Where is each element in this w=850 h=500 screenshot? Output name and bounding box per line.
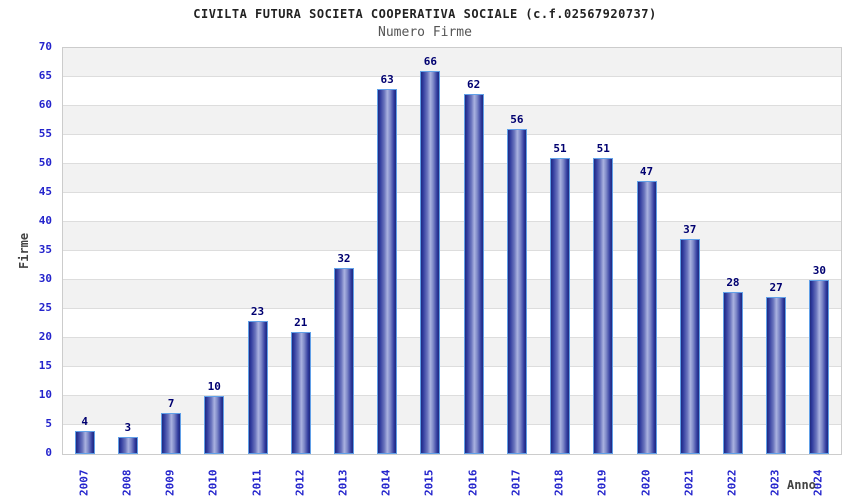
- bar-value-label-2015: 66: [423, 55, 437, 68]
- chart-title: CIVILTA FUTURA SOCIETA COOPERATIVA SOCIA…: [193, 7, 657, 21]
- bar-2013: [333, 268, 354, 454]
- y-tick-label-15: 15: [38, 359, 52, 372]
- x-tick-label-2020: 2020: [639, 469, 652, 497]
- x-tick-label-2009: 2009: [163, 469, 177, 497]
- bar-2008: [117, 437, 138, 454]
- x-tick-label-2007: 2007: [77, 469, 91, 497]
- grid-band-15-20: [63, 338, 841, 367]
- x-tick-label-2010: 2010: [206, 469, 220, 497]
- bar-value-label-2024: 30: [812, 264, 826, 277]
- bar-value-label-2020: 47: [639, 165, 654, 178]
- bar-2007: [74, 431, 95, 454]
- bar-value-label-2010: 10: [207, 380, 221, 393]
- x-tick-label-2017: 2017: [509, 469, 523, 497]
- bar-2015: [420, 71, 441, 454]
- bar-value-label-2012: 21: [294, 316, 308, 329]
- bar-value-label-2008: 3: [124, 421, 132, 434]
- y-tick-label-50: 50: [38, 156, 52, 169]
- x-tick-label-2012: 2012: [293, 469, 307, 497]
- bars-layer: 4 3 7 10 23 21 32 63 66 62 56 51 51 47 37 28 27 30: [63, 48, 841, 454]
- y-tick-label-20: 20: [38, 330, 52, 343]
- x-tick-label-2015: 2015: [422, 469, 436, 497]
- grid-band-50-55: [63, 135, 841, 164]
- grid-band-60-65: [63, 77, 841, 106]
- x-tick-label-2014: 2014: [379, 469, 393, 497]
- grid-band-30-35: [63, 251, 841, 280]
- grid-band-55-60: [63, 106, 841, 135]
- y-tick-label-65: 65: [38, 69, 52, 82]
- grid-band-10-15: [63, 367, 841, 396]
- y-tick-label-55: 55: [38, 127, 52, 140]
- bar-2014: [377, 89, 398, 454]
- bar-2024: [809, 280, 830, 454]
- grid-band-40-45: [63, 193, 841, 222]
- y-tick-label-5: 5: [45, 417, 52, 430]
- y-tick-label-45: 45: [38, 185, 52, 198]
- bar-2009: [161, 413, 182, 454]
- bar-2022: [722, 292, 743, 454]
- bar-2020: [636, 181, 657, 454]
- bar-value-label-2014: 63: [380, 73, 394, 86]
- bar-value-label-2007: 4: [81, 415, 88, 428]
- grid-band-65-70: [63, 48, 841, 77]
- x-tick-label-2016: 2016: [466, 469, 480, 497]
- y-tick-label-70: 70: [38, 40, 52, 53]
- bar-2010: [204, 396, 225, 454]
- bar-value-label-2016: 62: [466, 78, 481, 91]
- bar-2012: [290, 332, 311, 454]
- x-tick-label-2013: 2013: [336, 469, 350, 497]
- bar-value-label-2021: 37: [683, 223, 697, 236]
- grid-band-35-40: [63, 222, 841, 251]
- bar-2021: [679, 239, 700, 454]
- x-tick-label-2021: 2021: [682, 469, 696, 497]
- bar-value-label-2017: 56: [510, 113, 524, 126]
- bar-value-label-2011: 23: [250, 305, 265, 318]
- bar-2011: [247, 321, 268, 454]
- x-tick-label-2023: 2023: [768, 469, 782, 497]
- y-tick-label-35: 35: [38, 243, 52, 256]
- bar-value-label-2022: 28: [726, 276, 740, 289]
- y-tick-label-40: 40: [38, 214, 52, 227]
- bar-value-label-2013: 32: [337, 252, 351, 265]
- chart-subtitle: Numero Firme: [378, 25, 472, 40]
- y-tick-label-0: 0: [45, 446, 52, 459]
- grid-band-20-25: [63, 309, 841, 338]
- grid-band-25-30: [63, 280, 841, 309]
- bar-2023: [766, 297, 787, 454]
- bar-2018: [550, 158, 571, 454]
- bar-2017: [506, 129, 527, 454]
- bar-value-label-2009: 7: [167, 397, 175, 410]
- x-tick-label-2011: 2011: [250, 469, 263, 497]
- bar-value-label-2023: 27: [769, 281, 783, 294]
- grid-band-45-50: [63, 164, 841, 193]
- x-axis-title: Anno: [787, 478, 816, 492]
- x-tick-label-2022: 2022: [725, 469, 739, 497]
- plot-area: 4 3 7 10 23 21 32 63 66 62 56 51 51 47 37 28 27 30: [62, 47, 842, 455]
- x-tick-label-2008: 2008: [120, 469, 134, 497]
- bar-value-label-2018: 51: [553, 142, 567, 155]
- y-tick-label-30: 30: [38, 272, 52, 285]
- y-tick-label-25: 25: [38, 301, 52, 314]
- bar-2016: [463, 94, 484, 454]
- y-tick-label-60: 60: [38, 98, 52, 111]
- x-tick-label-2018: 2018: [552, 469, 566, 497]
- bar-2019: [593, 158, 614, 454]
- bar-value-label-2019: 51: [596, 142, 610, 155]
- y-tick-label-10: 10: [38, 388, 52, 401]
- grid-band-5-10: [63, 396, 841, 425]
- x-tick-label-2019: 2019: [595, 469, 609, 497]
- grid-bands-layer: [63, 48, 841, 454]
